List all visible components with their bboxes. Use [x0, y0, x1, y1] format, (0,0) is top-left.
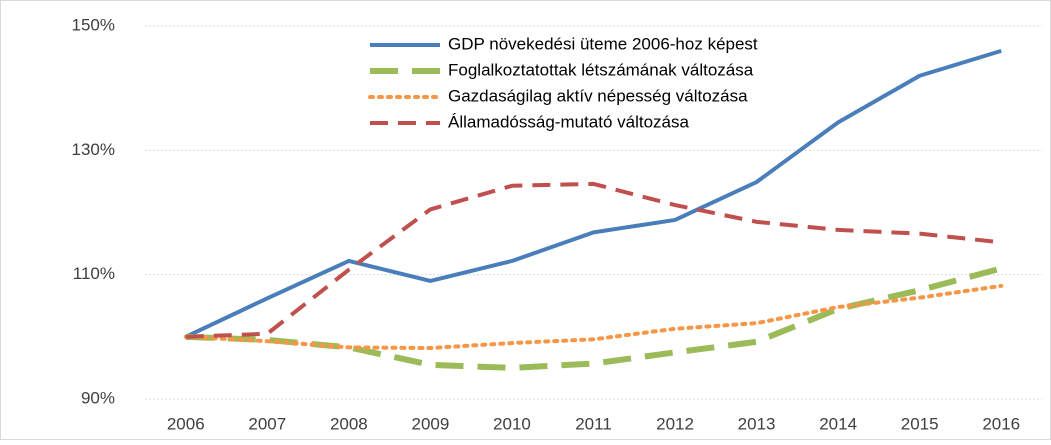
legend-label: Államadósság-mutató változása	[448, 112, 690, 131]
x-tick-label: 2007	[248, 414, 286, 433]
y-tick-label: 110%	[73, 264, 115, 283]
x-tick-label: 2011	[575, 414, 612, 433]
y-tick-label: 130%	[72, 140, 115, 159]
y-tick-label: 150%	[72, 15, 115, 34]
x-tick-label: 2010	[493, 414, 531, 433]
x-tick-label: 2012	[656, 414, 694, 433]
series-line	[183, 283, 1004, 351]
series-line	[184, 48, 1002, 339]
x-tick-label: 2006	[167, 414, 205, 433]
x-tick-label: 2013	[738, 414, 776, 433]
legend-label: GDP növekedési üteme 2006-hoz képest	[448, 34, 758, 53]
x-tick-label: 2016	[982, 414, 1020, 433]
series-line	[185, 181, 1002, 339]
legend-label: Foglalkoztatottak létszámának változása	[448, 60, 754, 79]
y-tick-label: 90%	[81, 388, 115, 407]
x-tick-label: 2014	[819, 414, 857, 433]
x-tick-label: 2008	[330, 414, 368, 433]
x-tick-label: 2009	[411, 414, 449, 433]
legend-label: Gazdaságilag aktív népesség változása	[448, 86, 748, 105]
x-tick-label: 2015	[901, 414, 939, 433]
